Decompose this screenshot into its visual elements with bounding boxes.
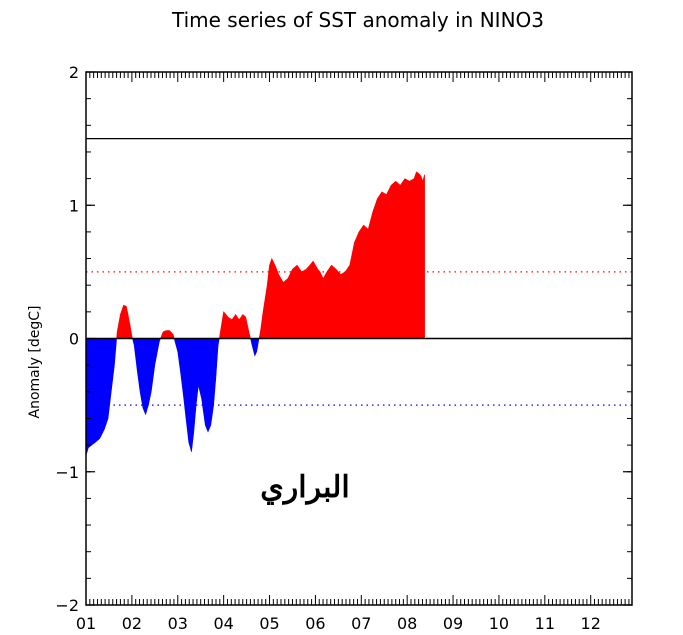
reference-lines xyxy=(86,138,632,406)
y-tick-label: −2 xyxy=(55,596,79,615)
negative-anomaly-area-6 xyxy=(250,338,260,357)
x-tick-label: 01 xyxy=(76,614,96,633)
x-tick-label: 09 xyxy=(443,614,463,633)
positive-anomaly-area-1 xyxy=(116,304,133,339)
x-tick-label: 04 xyxy=(213,614,233,633)
x-tick-label: 06 xyxy=(305,614,325,633)
x-tick-label: 10 xyxy=(489,614,509,633)
x-tick-label: 03 xyxy=(168,614,188,633)
y-tick-label: 2 xyxy=(69,63,79,82)
x-tick-label: 08 xyxy=(397,614,417,633)
positive-anomaly-area-5 xyxy=(218,311,251,339)
positive-anomaly-area-3 xyxy=(160,330,175,339)
anomaly-fills xyxy=(85,171,425,456)
y-tick-label: −1 xyxy=(55,463,79,482)
annotation-text: البراري xyxy=(260,470,349,505)
x-tick-label: 02 xyxy=(122,614,142,633)
y-tick-label: 0 xyxy=(69,330,79,349)
negative-anomaly-area-2 xyxy=(132,338,161,416)
negative-anomaly-area-4 xyxy=(173,338,220,452)
positive-anomaly-area-7 xyxy=(258,171,425,339)
y-axis-label: Anomaly [degC] xyxy=(27,306,43,419)
x-tick-label: 05 xyxy=(259,614,279,633)
x-tick-label: 12 xyxy=(581,614,601,633)
x-tick-label: 07 xyxy=(351,614,371,633)
chart-title: Time series of SST anomaly in NINO3 xyxy=(171,8,544,32)
negative-anomaly-area-0 xyxy=(85,338,117,456)
y-tick-label: 1 xyxy=(69,196,79,215)
x-tick-label: 11 xyxy=(535,614,555,633)
